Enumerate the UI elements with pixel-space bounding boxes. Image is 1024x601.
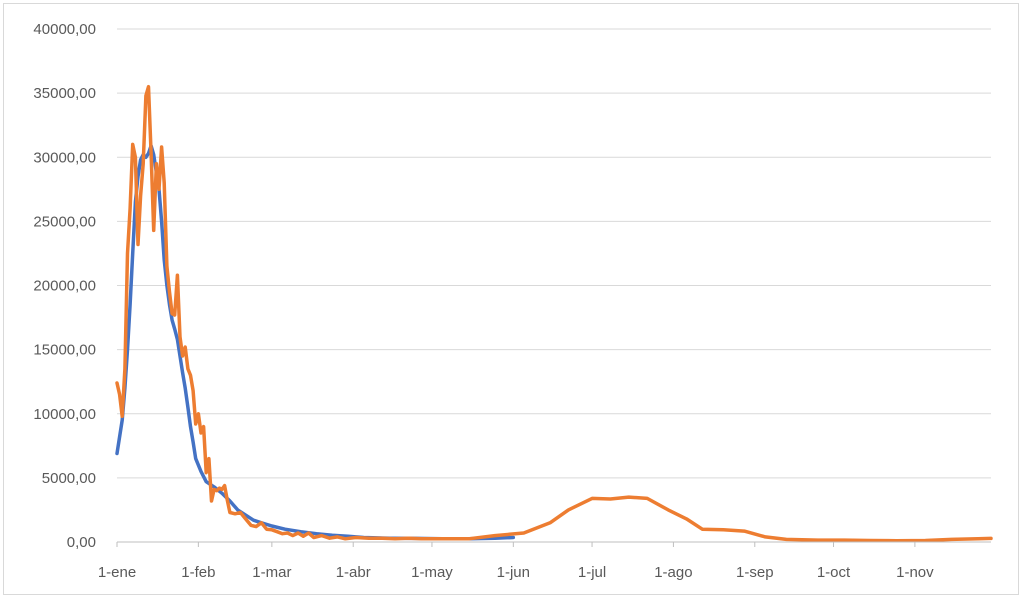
chart-frame xyxy=(3,3,1019,595)
y-tick-label: 30000,00 xyxy=(33,149,96,166)
y-tick-label: 20000,00 xyxy=(33,278,96,295)
x-tick-label: 1-may xyxy=(411,564,453,581)
y-tick-label: 25000,00 xyxy=(33,213,96,230)
y-tick-label: 10000,00 xyxy=(33,406,96,423)
x-tick-label: 1-jun xyxy=(497,564,530,581)
x-tick-label: 1-feb xyxy=(181,564,215,581)
y-tick-label: 40000,00 xyxy=(33,21,96,38)
y-tick-label: 15000,00 xyxy=(33,342,96,359)
y-tick-label: 35000,00 xyxy=(33,85,96,102)
x-tick-label: 1-jul xyxy=(578,564,606,581)
x-tick-label: 1-ene xyxy=(98,564,136,581)
x-tick-label: 1-nov xyxy=(896,564,934,581)
gridlines xyxy=(117,28,991,479)
x-axis xyxy=(116,541,991,547)
y-tick-label: 0,00 xyxy=(67,534,96,551)
series-lines xyxy=(115,84,993,543)
x-axis-labels: 1-ene 1-feb 1-mar 1-abr 1-may 1-jun 1-jul 1-ago… xyxy=(98,564,934,581)
series-line-2 xyxy=(115,84,993,543)
x-tick-label: 1-mar xyxy=(252,564,291,581)
x-tick-label: 1-sep xyxy=(736,564,774,581)
x-tick-label: 1-abr xyxy=(336,564,371,581)
y-axis-labels: 0,00 5000,00 10000,00 15000,00 20000,00 25000… xyxy=(33,21,96,551)
y-tick-label: 5000,00 xyxy=(42,470,96,487)
x-tick-label: 1-ago xyxy=(654,564,692,581)
x-tick-label: 1-oct xyxy=(817,564,851,581)
series-line-1 xyxy=(115,143,516,541)
